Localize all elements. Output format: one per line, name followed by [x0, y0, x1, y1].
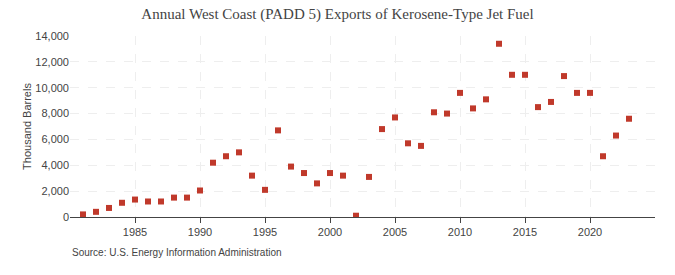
svg-text:2,000: 2,000 [41, 185, 69, 197]
svg-text:2010: 2010 [448, 226, 472, 238]
svg-text:2000: 2000 [318, 226, 342, 238]
svg-text:6,000: 6,000 [41, 133, 69, 145]
svg-text:0: 0 [63, 211, 69, 223]
svg-text:4,000: 4,000 [41, 159, 69, 171]
svg-text:1995: 1995 [253, 226, 277, 238]
svg-text:2020: 2020 [578, 226, 602, 238]
svg-text:14,000: 14,000 [35, 30, 69, 42]
svg-text:1990: 1990 [188, 226, 212, 238]
svg-text:8,000: 8,000 [41, 107, 69, 119]
svg-text:2005: 2005 [383, 226, 407, 238]
svg-text:1985: 1985 [123, 226, 147, 238]
svg-text:Thousand Barrels: Thousand Barrels [21, 83, 33, 170]
svg-text:Annual West Coast (PADD 5) Exp: Annual West Coast (PADD 5) Exports of Ke… [141, 6, 533, 23]
svg-text:12,000: 12,000 [35, 56, 69, 68]
svg-text:2015: 2015 [513, 226, 537, 238]
svg-text:10,000: 10,000 [35, 82, 69, 94]
svg-text:Source: U.S. Energy Informatio: Source: U.S. Energy Information Administ… [72, 247, 282, 258]
